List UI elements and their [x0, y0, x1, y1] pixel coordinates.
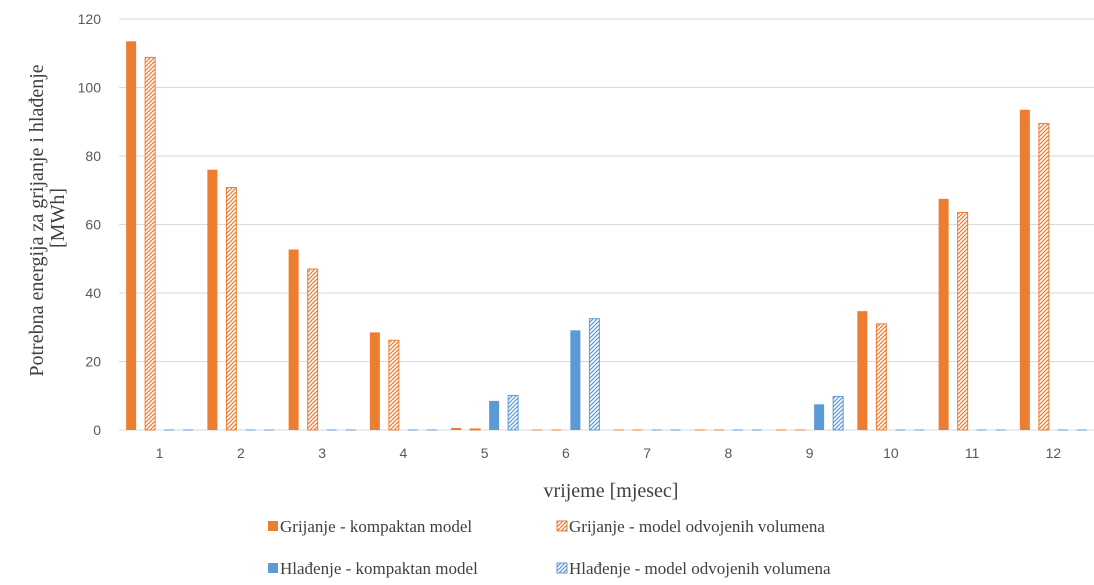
x-tick-label: 6 — [562, 445, 570, 461]
gridlines — [119, 18, 1094, 431]
bar — [857, 311, 868, 430]
x-tick-label: 7 — [643, 445, 651, 461]
legend-label: Grijanje - model odvojenih volumena — [569, 517, 825, 536]
bar — [875, 323, 887, 431]
bar — [938, 198, 949, 430]
bar — [288, 249, 299, 430]
legend-swatch — [556, 520, 568, 532]
x-tick-label: 2 — [237, 445, 245, 461]
x-tick-label: 4 — [399, 445, 407, 461]
y-tick-label: 80 — [85, 148, 101, 164]
x-tick-label: 5 — [481, 445, 489, 461]
bar — [588, 318, 600, 431]
y-tick-label: 20 — [85, 354, 101, 370]
bar — [451, 427, 462, 430]
x-tick-label: 10 — [883, 445, 899, 461]
bar — [369, 332, 380, 430]
bar — [507, 394, 519, 431]
legend-label: Grijanje - kompaktan model — [280, 517, 472, 536]
bar — [207, 169, 218, 430]
bar — [1038, 122, 1050, 431]
legend-swatch — [556, 562, 568, 574]
x-axis-ticks: 1 2 3 4 5 6 7 8 9 10 11 12 — [156, 445, 1062, 461]
x-tick-label: 3 — [318, 445, 326, 461]
x-tick-label: 9 — [806, 445, 814, 461]
y-tick-label: 120 — [78, 11, 102, 27]
bar — [570, 330, 581, 430]
bar — [144, 56, 156, 431]
x-tick-label: 11 — [965, 445, 980, 461]
bar — [469, 428, 481, 431]
y-tick-label: 100 — [78, 80, 102, 96]
y-tick-label: 60 — [85, 217, 101, 233]
legend-label: Hlađenje - model odvojenih volumena — [569, 559, 831, 578]
bar — [126, 41, 137, 430]
bar — [307, 268, 319, 431]
bar — [489, 400, 500, 430]
bar — [225, 187, 237, 431]
x-tick-label: 8 — [724, 445, 732, 461]
legend-swatch — [268, 521, 278, 531]
y-tick-label: 0 — [93, 422, 101, 438]
bar — [1019, 109, 1030, 430]
x-tick-label: 1 — [156, 445, 164, 461]
legend: Grijanje - kompaktan model Grijanje - mod… — [268, 517, 831, 578]
bar — [814, 404, 825, 430]
y-axis-ticks: 0 20 40 60 80 100 120 — [78, 11, 102, 438]
legend-swatch — [268, 563, 278, 573]
y-axis-title-line1: Potrebna energija za grijanje i hlađenje — [26, 64, 48, 376]
x-axis-title: vrijeme [mjesec] — [544, 480, 679, 502]
bar — [832, 395, 844, 431]
y-axis-title-line2: [MWh] — [47, 188, 69, 248]
bar — [957, 212, 969, 431]
x-tick-label: 12 — [1046, 445, 1062, 461]
bars — [126, 41, 1087, 431]
legend-label: Hlađenje - kompaktan model — [280, 559, 478, 578]
bar — [388, 339, 400, 431]
y-tick-label: 40 — [85, 285, 101, 301]
y-axis-title: Potrebna energija za grijanje i hlađenje… — [26, 59, 69, 376]
